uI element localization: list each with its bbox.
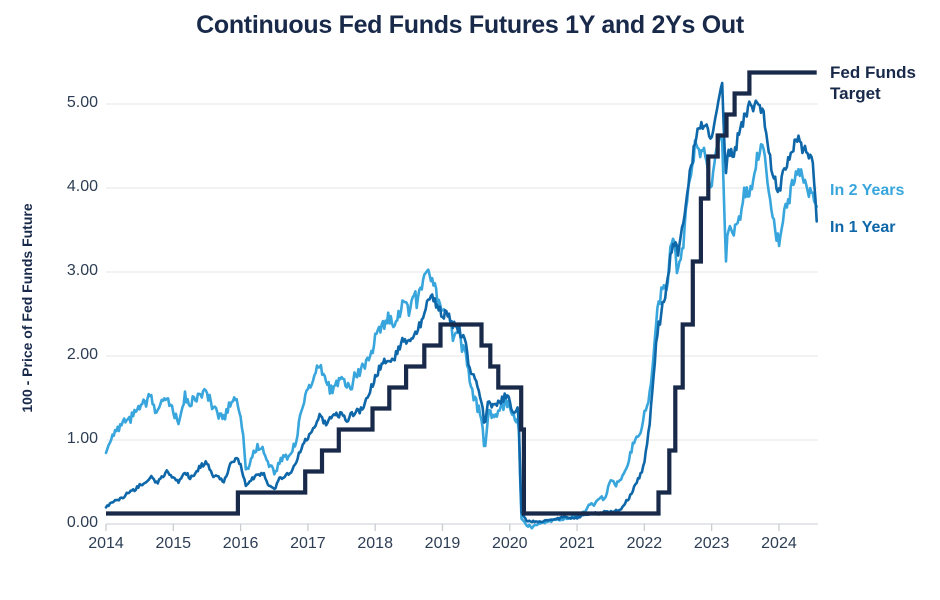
legend-label-in-2-years: In 2 Years <box>830 182 905 199</box>
legend-fed-funds-target-line2: Target <box>830 84 881 103</box>
legend-label-fed-funds-target: Fed Funds Target <box>830 62 916 104</box>
x-tick-label: 2017 <box>290 535 326 552</box>
x-tick-label: 2016 <box>222 535 259 552</box>
x-tick-label: 2015 <box>155 535 192 552</box>
y-tick-label: 2.00 <box>66 346 98 363</box>
series-line-in-2-years <box>104 133 818 530</box>
x-tick-label: 2019 <box>424 535 461 552</box>
y-tick-label: 5.00 <box>66 94 98 111</box>
y-tick-label: 1.00 <box>66 430 98 447</box>
y-tick-label: 0.00 <box>66 514 98 531</box>
x-tick-label: 2021 <box>559 535 595 552</box>
series-line-fed-funds-target <box>106 70 817 516</box>
chart-title: Continuous Fed Funds Futures 1Y and 2Ys … <box>196 11 744 39</box>
x-tick-label: 2024 <box>761 535 797 552</box>
y-tick-label: 4.00 <box>66 178 98 195</box>
x-tick-label: 2022 <box>626 535 663 552</box>
x-tick-label: 2020 <box>491 535 528 552</box>
x-tick-label: 2018 <box>357 535 393 552</box>
legend-label-in-1-year: In 1 Year <box>830 219 896 236</box>
x-tick-label: 2014 <box>88 535 124 552</box>
series-line-in-1-year <box>104 81 818 524</box>
y-tick-label: 3.00 <box>66 262 98 279</box>
x-tick-label: 2023 <box>693 535 730 552</box>
legend-fed-funds-target-line1: Fed Funds <box>830 63 916 82</box>
